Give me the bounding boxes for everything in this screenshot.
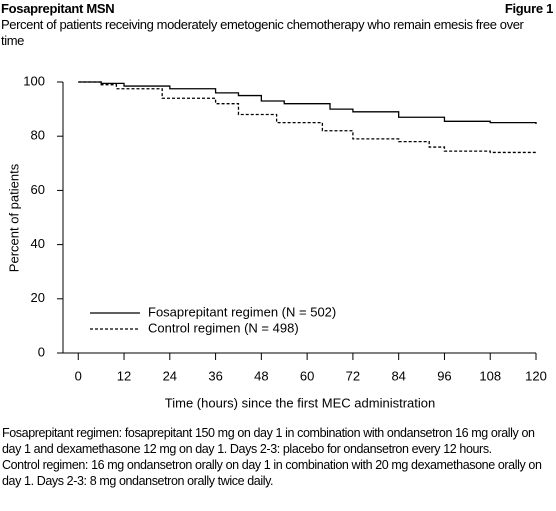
note: Control regimen: 16 mg ondansetron orall… <box>2 458 542 488</box>
x-tick-label: 72 <box>346 368 360 383</box>
x-tick-label: 60 <box>300 368 314 383</box>
y-tick-label: 100 <box>23 73 45 88</box>
chart-title: Percent of patients receiving moderately… <box>1 17 524 48</box>
y-tick-label: 60 <box>31 182 45 197</box>
x-tick-label: 24 <box>163 368 177 383</box>
legend-label: Fosaprepitant regimen (N = 502) <box>148 304 336 319</box>
series-line <box>78 81 536 154</box>
x-tick-label: 120 <box>525 368 547 383</box>
x-tick-label: 12 <box>117 368 131 383</box>
y-axis-label: Percent of patients <box>6 163 21 272</box>
x-tick-label: 48 <box>254 368 268 383</box>
x-axis-label: Time (hours) since the first MEC adminis… <box>165 395 435 410</box>
x-tick-label: 36 <box>208 368 222 383</box>
x-tick-label: 96 <box>437 368 451 383</box>
header: Fosaprepitant MSN <box>1 1 115 16</box>
x-tick-label: 108 <box>479 368 501 383</box>
y-tick-label: 40 <box>31 236 45 251</box>
x-tick-label: 0 <box>75 368 82 383</box>
chart: Time (hours) since the first MEC adminis… <box>6 73 547 410</box>
legend-label: Control regimen (N = 498) <box>148 320 299 335</box>
series-line <box>78 81 537 125</box>
x-tick-label: 84 <box>391 368 405 383</box>
y-tick-label: 20 <box>31 290 45 305</box>
y-tick-label: 80 <box>31 128 45 143</box>
notes: Fosaprepitant regimen: fosaprepitant 150… <box>2 425 552 489</box>
note: Fosaprepitant regimen: fosaprepitant 150… <box>2 426 535 456</box>
figure-label: Figure 1 <box>504 1 553 16</box>
y-tick-label: 0 <box>38 344 45 359</box>
